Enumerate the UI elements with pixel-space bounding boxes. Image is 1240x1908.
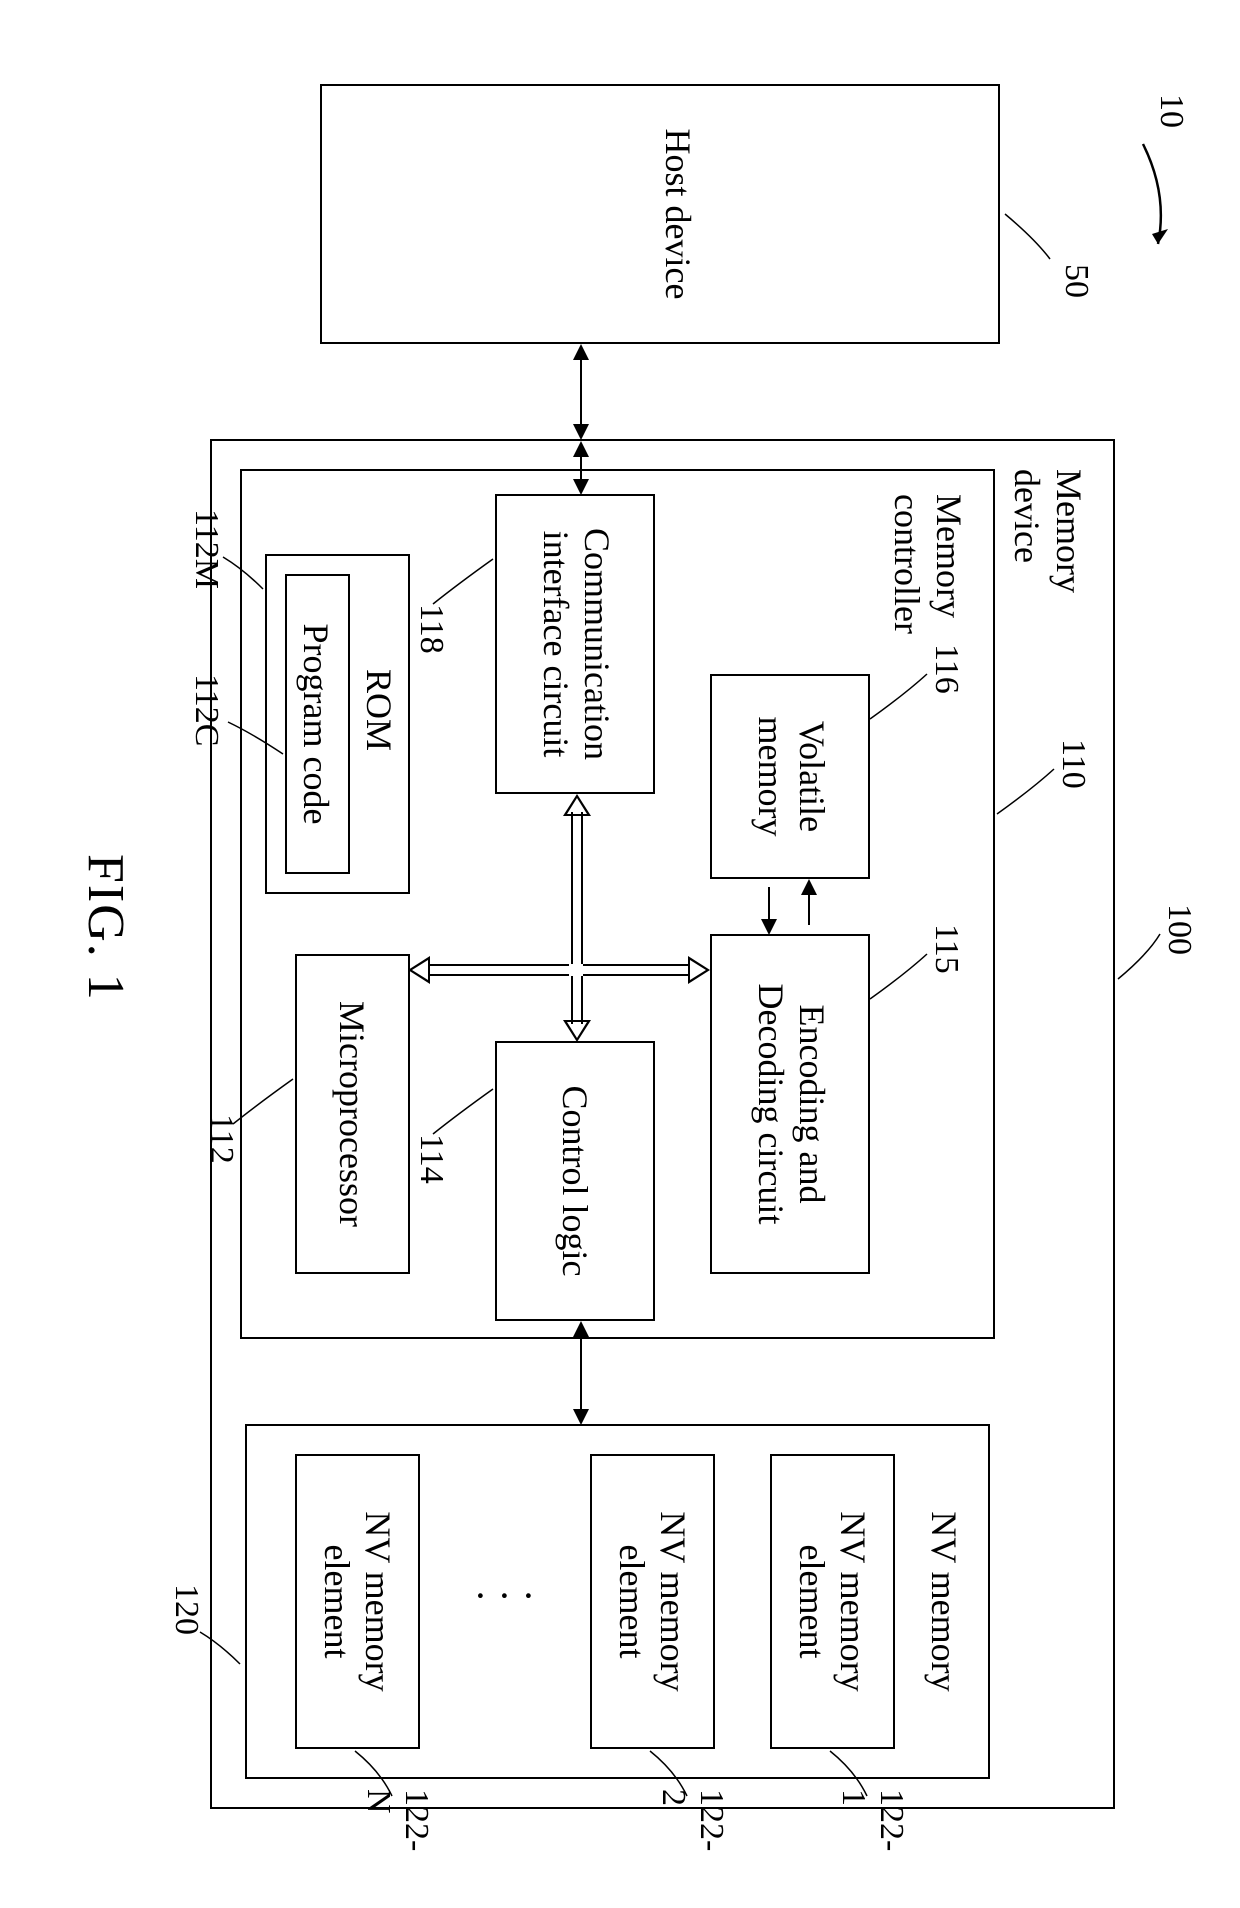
lead-host xyxy=(985,204,1060,274)
ctrl-nv-arrow xyxy=(580,1329,582,1416)
vertical-ellipsis: ··· xyxy=(468,1589,540,1600)
ref-nv-elem-n: 122-N xyxy=(359,1789,435,1854)
host-device-label: Host device xyxy=(657,86,698,342)
host-device-block: Host device xyxy=(320,84,1000,344)
host-memdev-arrow xyxy=(580,352,582,432)
lead-memory-controller xyxy=(982,759,1062,829)
ref-nv-elem-1: 122-1 xyxy=(834,1789,910,1854)
ref-system: 10 xyxy=(1152,94,1190,128)
ref-rom: 112M xyxy=(187,509,225,589)
curved-arrow-icon xyxy=(1123,139,1178,259)
ref-nv-memory: 120 xyxy=(167,1584,205,1635)
ref-memory-device: 100 xyxy=(1160,904,1198,955)
nv-elem-n-label: NV memoryelement xyxy=(315,1456,398,1747)
nv-elem-2-block: NV memoryelement xyxy=(590,1454,715,1749)
ref-nv-elem-2: 122-2 xyxy=(654,1789,730,1854)
lead-volatile-memory xyxy=(855,664,935,734)
memory-device-label: Memorydevice xyxy=(1006,469,1090,593)
microprocessor-block: Microprocessor xyxy=(295,954,410,1274)
ref-program-code: 112C xyxy=(187,674,225,746)
encdec-label: Encoding andDecoding circuit xyxy=(749,936,832,1272)
micro-bus-vertical xyxy=(426,964,573,976)
memory-controller-label: Memorycontroller xyxy=(886,494,970,634)
ref-volatile-memory: 116 xyxy=(927,644,965,694)
comm-if-block: Communicationinterface circuit xyxy=(495,494,655,794)
program-code-label: Program code xyxy=(295,576,336,872)
ref-memory-controller: 110 xyxy=(1054,739,1092,789)
comm-if-label: Communicationinterface circuit xyxy=(534,496,617,792)
nv-memory-label: NV memory xyxy=(923,1424,965,1779)
control-logic-label: Control logic xyxy=(554,1043,595,1319)
nv-elem-n-block: NV memoryelement xyxy=(295,1454,420,1749)
diagram-canvas: 10 Host device 50 Memorydevice 100 Memor… xyxy=(30,54,1210,1854)
nv-elem-1-block: NV memoryelement xyxy=(770,1454,895,1749)
rom-label: ROM xyxy=(358,669,400,751)
control-logic-block: Control logic xyxy=(495,1041,655,1321)
nv-elem-2-label: NV memoryelement xyxy=(610,1456,693,1747)
ref-encdec: 115 xyxy=(927,924,965,974)
encdec-bus-vertical xyxy=(581,964,693,976)
figure-caption: FIG. 1 xyxy=(76,854,135,1002)
lead-memory-device xyxy=(1103,924,1168,994)
volatile-memory-block: Volatilememory xyxy=(710,674,870,879)
ref-host: 50 xyxy=(1057,264,1095,298)
nv-elem-1-label: NV memoryelement xyxy=(790,1456,873,1747)
encdec-block: Encoding andDecoding circuit xyxy=(710,934,870,1274)
ref-control-logic: 114 xyxy=(412,1134,450,1184)
program-code-block: Program code xyxy=(285,574,350,874)
ref-comm-if: 118 xyxy=(412,604,450,654)
lead-encdec xyxy=(855,944,935,1014)
microprocessor-label: Microprocessor xyxy=(331,956,372,1272)
ref-microprocessor: 112 xyxy=(202,1114,240,1164)
volatile-memory-label: Volatilememory xyxy=(749,676,832,877)
